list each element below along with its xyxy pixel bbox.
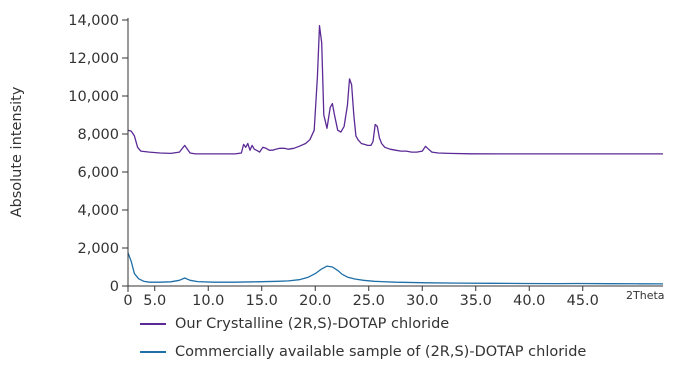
series-line-commercial: [127, 252, 664, 285]
legend-item-crystalline: Our Crystalline (2R,S)-DOTAP chloride: [140, 310, 586, 338]
y-axis-title: Absolute intensity: [9, 86, 25, 217]
x-tick-label: 45.0: [567, 293, 599, 309]
y-axis-ticks: 0 2,000 4,000 6,000 8,000 10,000 12,000 14,000: [68, 13, 128, 295]
series-line-crystalline: [127, 25, 663, 155]
legend-item-commercial: Commercially available sample of (2R,S)-…: [140, 338, 586, 366]
y-tick-label: 2,000: [77, 241, 119, 257]
y-tick-label: 14,000: [68, 13, 119, 29]
x-tick-label: 15.0: [246, 293, 278, 309]
x-tick-label: 25.0: [353, 293, 385, 309]
y-tick-label: 6,000: [77, 165, 119, 181]
x-tick-label: 5.0: [143, 293, 166, 309]
y-tick-label: 4,000: [77, 203, 119, 219]
x-tick-label: 30.0: [406, 293, 438, 309]
y-tick-label: 0: [110, 279, 119, 295]
x-tick-label: 35.0: [460, 293, 492, 309]
x-tick-label: 10.0: [192, 293, 224, 309]
legend-swatch-crystalline: [140, 323, 166, 325]
legend-label-crystalline: Our Crystalline (2R,S)-DOTAP chloride: [175, 316, 450, 332]
x-axis-ticks: 0 5.0 10.0 15.0 20.0 25.0 30.0 35.0 40.0 45.0: [123, 286, 599, 309]
plot-area: [127, 25, 664, 285]
y-tick-label: 12,000: [68, 51, 119, 67]
x-tick-label: 0: [123, 293, 132, 309]
y-tick-label: 10,000: [68, 89, 119, 105]
legend-swatch-commercial: [140, 351, 166, 353]
x-axis-unit: 2Theta: [626, 289, 665, 302]
chart-svg: 02,0004,0006,0008,00010,00012,00014,000 …: [9, 13, 665, 309]
y-tick-label: 8,000: [77, 127, 119, 143]
legend: Our Crystalline (2R,S)-DOTAP chloride Co…: [140, 310, 586, 366]
x-tick-label: 20.0: [299, 293, 331, 309]
x-tick-label: 40.0: [513, 293, 545, 309]
legend-label-commercial: Commercially available sample of (2R,S)-…: [175, 344, 587, 360]
